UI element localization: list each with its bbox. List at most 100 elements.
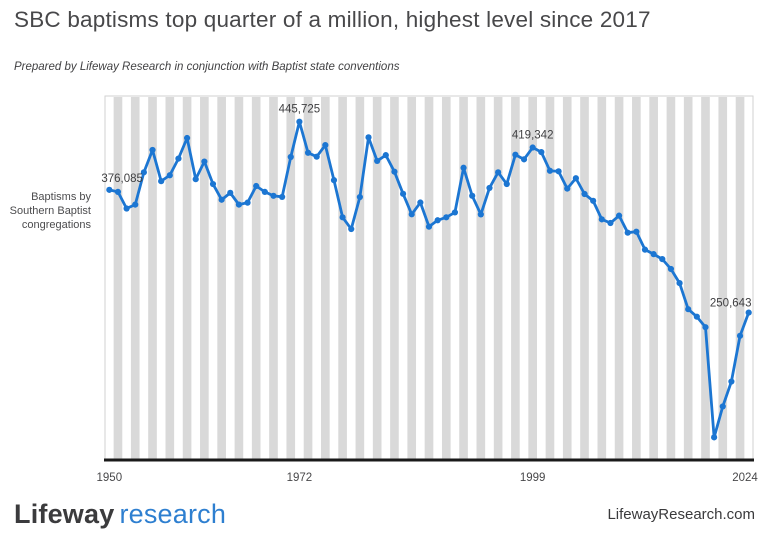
data-point-1996 <box>503 180 510 188</box>
background-stripe <box>493 97 503 460</box>
chart-subtitle: Prepared by Lifeway Research in conjunct… <box>14 61 400 73</box>
data-point-1960 <box>192 176 199 183</box>
background-stripe <box>683 97 693 460</box>
data-point-1986 <box>417 199 424 206</box>
data-point-1989 <box>443 214 450 221</box>
background-stripe <box>580 97 589 460</box>
data-point-1954 <box>140 169 147 176</box>
data-point-1987 <box>425 223 433 230</box>
data-point-1999 <box>529 144 536 151</box>
y-axis-label-line: Baptisms by <box>31 191 91 203</box>
data-point-2010 <box>624 229 631 236</box>
data-point-1988 <box>434 217 441 224</box>
data-point-2003 <box>564 185 571 192</box>
x-tick-2024: 2024 <box>732 472 758 484</box>
data-point-1950 <box>106 186 113 193</box>
data-point-2000 <box>538 149 545 156</box>
data-point-1964 <box>227 189 234 196</box>
data-point-1965 <box>235 201 243 208</box>
background-stripe <box>355 97 365 460</box>
data-point-2007 <box>598 216 605 223</box>
data-point-1966 <box>244 199 251 206</box>
data-point-1982 <box>382 152 389 159</box>
data-point-1981 <box>374 157 381 165</box>
background-stripe <box>251 97 261 460</box>
data-point-1951 <box>114 188 122 195</box>
background-stripe <box>390 97 399 460</box>
data-point-1963 <box>218 196 225 203</box>
chart-title: SBC baptisms top quarter of a million, h… <box>14 7 651 32</box>
data-point-1991 <box>460 164 467 171</box>
data-point-2006 <box>590 197 597 204</box>
data-point-2016 <box>676 280 683 287</box>
data-point-1976 <box>330 177 338 184</box>
point-label-2024: 250,643 <box>710 298 752 310</box>
x-tick-1999: 1999 <box>520 472 546 484</box>
x-tick-1950: 1950 <box>97 472 123 484</box>
data-point-1980 <box>365 134 372 141</box>
background-stripe <box>459 97 468 460</box>
data-point-1973 <box>304 149 312 156</box>
data-point-2012 <box>641 246 649 253</box>
data-point-1955 <box>149 146 156 154</box>
plot-border <box>104 95 754 460</box>
data-point-1998 <box>520 156 528 163</box>
data-point-1968 <box>261 188 268 195</box>
background-stripe <box>165 97 175 460</box>
background-stripe <box>113 97 123 460</box>
y-axis-label-line: Southern Baptist <box>9 205 91 217</box>
data-point-2009 <box>615 212 623 219</box>
background-stripe <box>234 97 244 460</box>
data-point-1956 <box>158 178 165 185</box>
data-point-2020 <box>711 434 718 441</box>
background-stripe <box>200 97 209 460</box>
data-point-1978 <box>348 225 355 233</box>
data-point-2005 <box>581 190 588 198</box>
data-point-1997 <box>512 151 519 158</box>
data-point-1984 <box>399 190 407 197</box>
data-point-1970 <box>279 193 286 201</box>
data-point-1977 <box>339 214 346 221</box>
data-point-1975 <box>322 142 329 149</box>
data-point-2019 <box>702 324 709 331</box>
background-stripe <box>130 97 140 460</box>
y-axis-label: Baptisms by Southern Baptist congregations <box>0 190 91 232</box>
data-point-1979 <box>356 193 363 201</box>
data-point-2018 <box>693 313 700 320</box>
data-point-2008 <box>607 219 614 227</box>
lifeway-logo: Lifeway research <box>14 499 226 530</box>
background-stripe <box>424 97 434 460</box>
data-point-1971 <box>287 153 294 161</box>
background-stripe <box>303 97 313 460</box>
background-stripe <box>511 97 520 460</box>
data-point-1983 <box>391 168 398 175</box>
background-stripe <box>372 97 382 460</box>
background-stripe <box>718 97 728 460</box>
data-point-1995 <box>495 169 502 176</box>
background-stripe <box>632 97 641 460</box>
data-point-2021 <box>719 403 726 410</box>
background-stripe <box>614 97 624 460</box>
background-stripe <box>545 97 555 460</box>
data-point-1952 <box>123 205 130 212</box>
point-label-1999: 419,342 <box>512 130 554 142</box>
background-stripe <box>338 97 347 460</box>
data-point-2015 <box>667 265 675 273</box>
background-stripe <box>148 97 157 460</box>
data-point-1993 <box>477 211 484 218</box>
logo-word-research: research <box>119 499 227 529</box>
data-point-2022 <box>728 378 735 385</box>
data-point-2001 <box>546 167 554 174</box>
background-stripe <box>321 97 330 460</box>
data-point-2013 <box>650 251 657 258</box>
background-stripe <box>182 97 192 460</box>
background-stripe <box>666 97 676 460</box>
data-point-2024 <box>745 309 752 316</box>
data-point-1958 <box>175 155 182 162</box>
data-point-2004 <box>572 175 579 182</box>
logo-word-lifeway: Lifeway <box>14 499 115 529</box>
data-point-2017 <box>685 306 692 313</box>
data-point-1985 <box>408 211 415 218</box>
background-stripe <box>441 97 451 460</box>
